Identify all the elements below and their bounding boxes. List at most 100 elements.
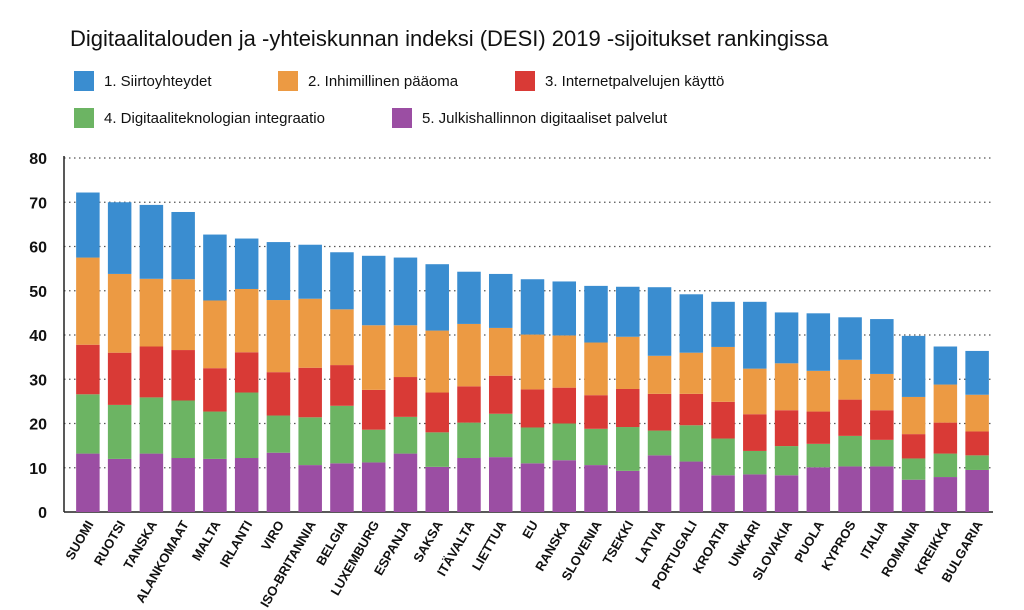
bar-segment bbox=[616, 470, 640, 512]
bar-segment bbox=[838, 435, 862, 467]
bar-segment bbox=[139, 453, 164, 512]
bar-segment bbox=[393, 416, 418, 454]
bar-segment bbox=[933, 422, 958, 454]
bar-segment bbox=[870, 466, 894, 512]
bar-segment bbox=[76, 192, 100, 258]
bar-segment bbox=[520, 463, 545, 512]
bar-segment bbox=[838, 359, 862, 400]
bar-segment bbox=[616, 286, 640, 337]
bar-segment bbox=[76, 394, 100, 454]
y-tick-label: 50 bbox=[29, 284, 47, 301]
bar-segment bbox=[965, 350, 989, 395]
y-tick-label: 30 bbox=[29, 372, 47, 389]
legend-label: 3. Internetpalvelujen käyttö bbox=[545, 72, 725, 90]
bar-segment bbox=[171, 400, 195, 459]
bar-segment bbox=[266, 415, 291, 453]
legend-item-inhimillinen-paaoma: 2. Inhimillinen pääoma bbox=[278, 71, 458, 91]
bar-segment bbox=[393, 325, 418, 378]
legend-swatch bbox=[74, 71, 94, 91]
x-tick-label: ITALIA bbox=[857, 517, 891, 560]
bar-segment bbox=[901, 458, 926, 480]
legend-label: 1. Siirtoyhteydet bbox=[104, 72, 212, 90]
bar-segment bbox=[711, 346, 735, 402]
bar-segment bbox=[616, 427, 640, 471]
bar-segment bbox=[774, 475, 799, 512]
bar-segment bbox=[425, 392, 449, 433]
bar-segment bbox=[774, 446, 799, 476]
bar-segment bbox=[330, 309, 354, 366]
bar-segment bbox=[298, 244, 322, 299]
bar-segment bbox=[552, 460, 577, 512]
x-tick-label: EU bbox=[519, 518, 541, 541]
legend-swatch bbox=[278, 71, 298, 91]
x-tick-label: MALTA bbox=[189, 517, 224, 563]
bar-segment bbox=[901, 479, 926, 512]
bar-segment bbox=[330, 365, 354, 406]
bar-segment bbox=[965, 469, 989, 512]
bar-segment bbox=[203, 411, 227, 459]
bar-segment bbox=[679, 425, 704, 462]
bar-segment bbox=[520, 334, 545, 390]
y-tick-label: 10 bbox=[29, 461, 47, 478]
bar-segment bbox=[552, 335, 577, 388]
bar-segment bbox=[234, 288, 259, 353]
bar-segment bbox=[425, 466, 449, 512]
bar-segment bbox=[870, 410, 894, 440]
bar-segment bbox=[933, 384, 958, 423]
bar-segment bbox=[393, 257, 418, 326]
bar-segment bbox=[647, 355, 672, 394]
bar-segment bbox=[488, 273, 513, 328]
bar-segment bbox=[806, 443, 831, 468]
bar-segment bbox=[679, 352, 704, 394]
bar-segment bbox=[266, 372, 291, 416]
bar-segment bbox=[520, 427, 545, 464]
bar-segment bbox=[234, 238, 259, 289]
legend-item-internetpalvelujen-kaytto: 3. Internetpalvelujen käyttö bbox=[515, 71, 724, 91]
bar-segment bbox=[393, 453, 418, 512]
bar-segment bbox=[870, 439, 894, 467]
bar-segment bbox=[330, 405, 354, 464]
bar-segment bbox=[552, 281, 577, 336]
bar-segment bbox=[870, 319, 894, 374]
bar-segment bbox=[488, 375, 513, 414]
bar-segment bbox=[171, 458, 195, 512]
bar-segment bbox=[616, 336, 640, 389]
bar-segment bbox=[76, 344, 100, 395]
bar-segment bbox=[107, 273, 132, 353]
bar-segment bbox=[330, 463, 354, 512]
bar-segment bbox=[552, 387, 577, 424]
bar-segment bbox=[457, 386, 481, 423]
y-tick-label: 70 bbox=[29, 195, 47, 212]
bar-segment bbox=[965, 431, 989, 456]
bar-segment bbox=[806, 313, 831, 371]
bar-segment bbox=[425, 264, 449, 331]
bar-segment bbox=[203, 300, 227, 369]
bar-segment bbox=[425, 330, 449, 393]
bar-segment bbox=[647, 393, 672, 431]
bar-segment bbox=[361, 462, 386, 512]
bar-segment bbox=[933, 453, 958, 478]
legend-item-siirtoyhteydet: 1. Siirtoyhteydet bbox=[74, 71, 212, 91]
bar-segment bbox=[552, 423, 577, 461]
bar-segment bbox=[965, 455, 989, 470]
bar-segment bbox=[139, 204, 164, 279]
bar-segment bbox=[711, 401, 735, 439]
bar-segment bbox=[647, 287, 672, 356]
legend-label: 4. Digitaaliteknologian integraatio bbox=[104, 109, 325, 127]
bar-segment bbox=[774, 363, 799, 411]
bar-segment bbox=[647, 455, 672, 512]
bar-segment bbox=[838, 466, 862, 512]
bar-segment bbox=[203, 368, 227, 412]
bar-segment bbox=[393, 377, 418, 417]
bar-segment bbox=[266, 300, 291, 373]
bar-segment bbox=[806, 411, 831, 444]
bar-segment bbox=[520, 389, 545, 428]
bar-segment bbox=[679, 393, 704, 426]
legend-item-digitaaliteknologian-integraatio: 4. Digitaaliteknologian integraatio bbox=[74, 108, 325, 128]
bar-segment bbox=[234, 392, 259, 459]
bar-segment bbox=[520, 279, 545, 335]
bar-segment bbox=[76, 453, 100, 512]
bar-segment bbox=[361, 389, 386, 430]
bar-segment bbox=[965, 394, 989, 432]
bar-segment bbox=[933, 346, 958, 385]
